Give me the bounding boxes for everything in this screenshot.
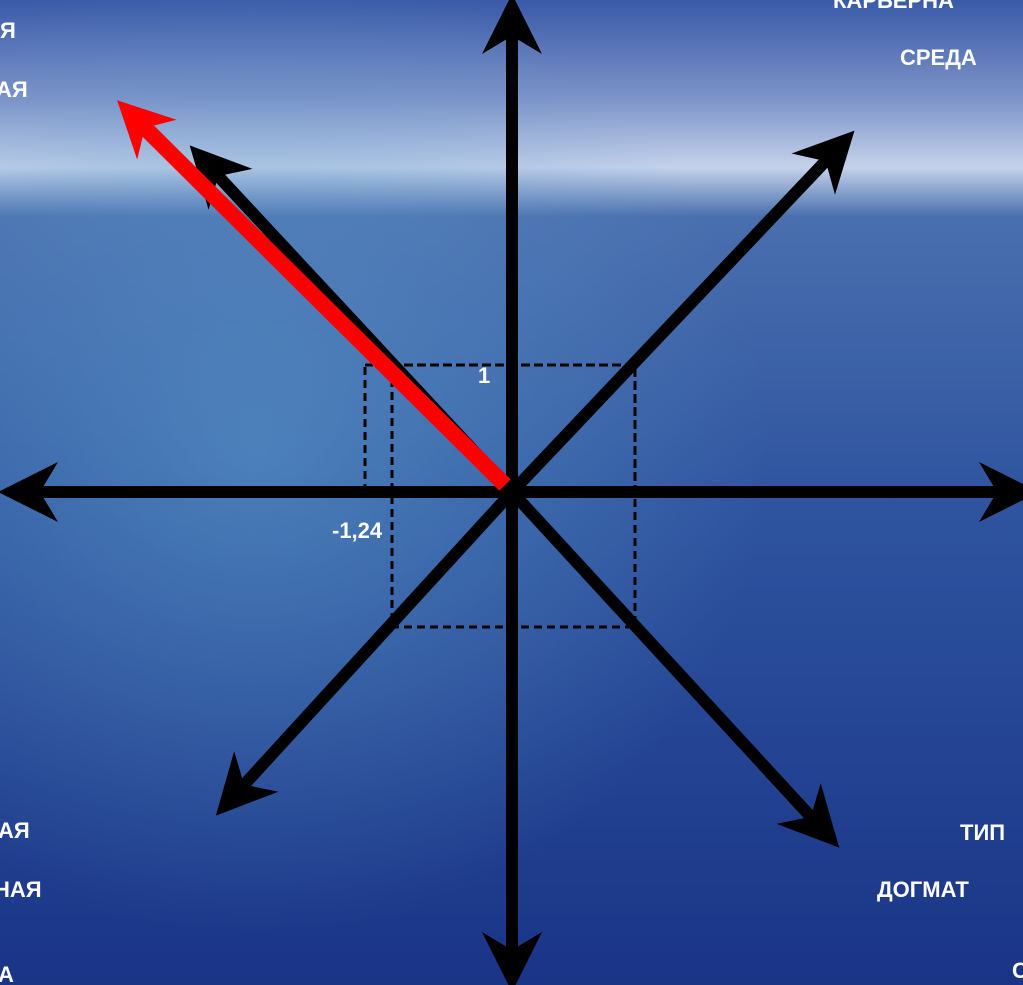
axis-value: -1,24 [332,518,383,543]
label: ДОГМАТ [877,877,969,902]
label: Я [0,18,16,43]
label: НАЯ [0,877,42,902]
label: А [0,962,14,985]
label: КАРЬЕРНА [833,0,954,13]
axis-value: 1 [478,363,490,388]
label: АЯ [0,818,30,843]
diagram: Я АЯ КАРЬЕРНА СРЕДА АЯ НАЯ А ТИП ДОГМАТ … [0,0,1023,985]
label: АЯ [0,77,28,102]
label: С [1012,958,1023,983]
label: ТИП [960,820,1005,845]
label: СРЕДА [900,45,977,70]
slide: Я АЯ КАРЬЕРНА СРЕДА АЯ НАЯ А ТИП ДОГМАТ … [0,0,1023,985]
